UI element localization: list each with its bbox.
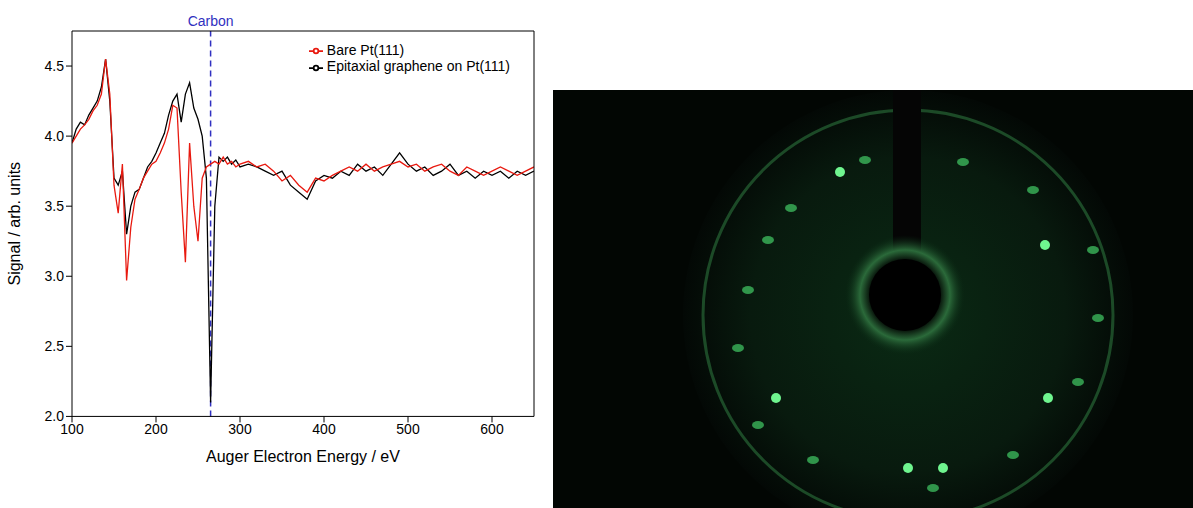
html-text:Epitaxial graphene on Pt(111): Epitaxial graphene on Pt(111) [326,58,510,75]
svg-text:2.5: 2.5 [45,338,65,354]
svg-text:Carbon: Carbon [188,13,234,29]
svg-text:400: 400 [312,421,336,437]
svg-text:300: 300 [228,421,252,437]
svg-text:100: 100 [60,421,84,438]
html-text:Bare Pt(111): Bare Pt(111) [326,42,405,58]
svg-text:3.0: 3.0 [45,268,65,284]
svg-text:Auger Electron Energy / eV: Auger Electron Energy / eV [206,448,400,465]
svg-text:4.0: 4.0 [45,128,65,144]
svg-text:200: 200 [144,421,168,437]
svg-text:500: 500 [396,421,420,437]
svg-text:4.5: 4.5 [45,58,65,74]
svg-text:3.5: 3.5 [45,198,65,214]
svg-text:Signal / arb. units: Signal / arb. units [6,162,23,286]
svg-text:600: 600 [480,421,504,437]
svg-text:2.0: 2.0 [45,408,65,424]
